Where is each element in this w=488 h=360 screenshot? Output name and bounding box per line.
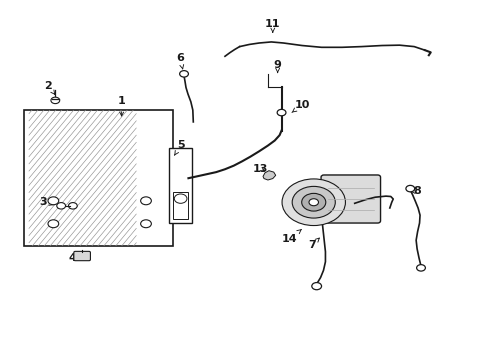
Text: 4: 4 xyxy=(69,253,80,263)
Text: 2: 2 xyxy=(44,81,55,94)
Polygon shape xyxy=(263,171,275,180)
Bar xyxy=(168,148,192,223)
Text: 12: 12 xyxy=(336,215,351,224)
Circle shape xyxy=(57,203,65,209)
FancyBboxPatch shape xyxy=(74,251,90,261)
Circle shape xyxy=(282,179,345,226)
Circle shape xyxy=(48,220,59,228)
Circle shape xyxy=(308,199,318,206)
Circle shape xyxy=(68,203,77,209)
Circle shape xyxy=(174,194,186,203)
Circle shape xyxy=(141,220,151,228)
Circle shape xyxy=(292,186,335,218)
Bar xyxy=(24,110,172,246)
Text: 8: 8 xyxy=(409,186,420,197)
Text: 6: 6 xyxy=(176,53,183,69)
Circle shape xyxy=(301,193,325,211)
Circle shape xyxy=(311,283,321,290)
Text: 9: 9 xyxy=(273,59,281,72)
Text: 1: 1 xyxy=(118,96,125,116)
Circle shape xyxy=(141,197,151,205)
Circle shape xyxy=(48,197,59,205)
Bar xyxy=(172,192,188,219)
FancyBboxPatch shape xyxy=(321,175,380,223)
Text: 7: 7 xyxy=(307,238,319,250)
Text: 11: 11 xyxy=(264,19,280,32)
Circle shape xyxy=(179,71,188,77)
Text: 14: 14 xyxy=(281,230,301,244)
Text: 10: 10 xyxy=(291,100,309,112)
Text: 5: 5 xyxy=(174,140,184,155)
Text: 3: 3 xyxy=(40,197,53,207)
Circle shape xyxy=(416,265,425,271)
Circle shape xyxy=(405,185,414,192)
Circle shape xyxy=(277,109,285,116)
Circle shape xyxy=(51,97,60,104)
Text: 13: 13 xyxy=(252,163,267,174)
